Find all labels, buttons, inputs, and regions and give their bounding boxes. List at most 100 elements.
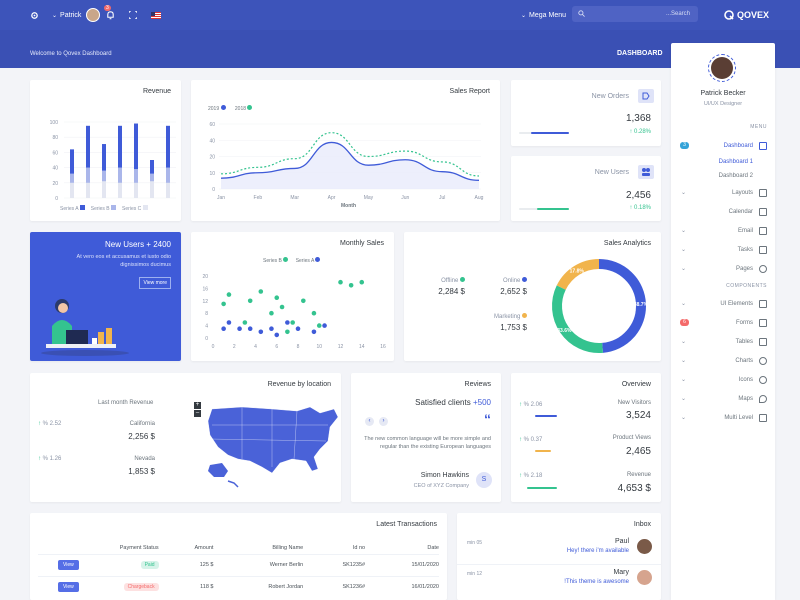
user-circle-icon (759, 265, 767, 273)
list-item[interactable]: min 05 Paul Hey! there i'm available (457, 535, 661, 565)
bar (118, 182, 122, 198)
sidebar-item-tables[interactable]: ⌄ Tables (671, 336, 775, 350)
promo-title: New Users + 2400 (104, 240, 171, 249)
notification-button[interactable]: 3 (104, 0, 115, 30)
bar (102, 170, 106, 182)
tasks-icon (759, 246, 767, 254)
scatter-point (237, 326, 242, 331)
bell-icon (107, 11, 114, 20)
stat-title: New Users (594, 169, 629, 176)
x-tick-label: May (364, 195, 374, 201)
scatter-point (348, 283, 354, 288)
y-tick-label: 100 (50, 120, 59, 126)
person-laptop-illustration (41, 299, 129, 356)
scatter-point (316, 323, 322, 328)
name-cell: Werner Berlin (269, 562, 304, 568)
mega-menu-label: Mega Menu (529, 11, 566, 19)
scatter-point (311, 310, 317, 316)
welcome-text: Welcome to Qovex Dashboard (30, 51, 112, 57)
view-more-button[interactable]: View more (139, 277, 171, 289)
card-title: Overview (621, 381, 651, 388)
sidebar-item-dashboard-2[interactable]: Dashboard 2 (718, 173, 753, 179)
y-tick-label: 20 (52, 181, 58, 187)
sidebar-item-icons[interactable]: ⌄ Icons (671, 374, 775, 388)
scatter-point (274, 332, 280, 338)
california-change: ↑ % 2.52 (38, 421, 62, 427)
offline-stat: Offline 2,284 $ (438, 277, 465, 296)
share-icon (759, 414, 767, 422)
nevada-change: ↑ % 1.26 (38, 456, 62, 462)
progress-fill (537, 208, 569, 210)
map-zoom-in-button[interactable]: + (194, 402, 201, 409)
review-author: Simon Hawkins (420, 472, 469, 479)
sidebar-item-calendar[interactable]: Calendar (671, 206, 775, 220)
y-tick-label: 8 (205, 311, 208, 317)
x-tick-label: 2 (233, 344, 236, 350)
table-header: Payment Status Amount Billing Name Id no… (38, 542, 439, 554)
avatar (708, 54, 736, 82)
y-tick-label: 12 (202, 299, 208, 305)
sidebar-item-multi-level[interactable]: ⌄ Multi Level (671, 412, 775, 426)
review-text: The new common language will be more sim… (364, 436, 491, 450)
bar (70, 149, 74, 174)
sidebar-item-maps[interactable]: ⌄ Maps (671, 393, 775, 407)
top-bar: ⌄ Patrick 3 ⌄ Mega Menu ...Search QOVEX (0, 0, 800, 30)
sidebar: Patrick Becker UI/UX Designer MENU 3 Das… (671, 43, 775, 600)
legend-series-a: Series A (60, 205, 85, 212)
revenue-card: Revenue 100 80 60 40 20 0 Series A Series B S… (30, 80, 181, 221)
brand-logo[interactable]: QOVEX (724, 0, 769, 30)
chevron-down-icon: ⌄ (681, 301, 687, 307)
transactions-card: Latest Transactions Payment Status Amoun… (30, 513, 447, 600)
profile-name[interactable]: Patrick Becker (700, 90, 746, 97)
settings-icon[interactable] (30, 0, 39, 30)
bar (166, 182, 170, 198)
bar (86, 125, 90, 168)
prev-button[interactable]: ‹ (365, 417, 374, 426)
sidebar-item-dashboard-1[interactable]: Dashboard 1 (718, 159, 753, 165)
new-orders-card: New Orders 1,368 ↑ 0.28% (511, 80, 661, 146)
sidebar-item-layouts[interactable]: ⌄ Layouts (671, 187, 775, 201)
sidebar-item-email[interactable]: ⌄ Email (671, 225, 775, 239)
scatter-point (322, 323, 327, 328)
sidebar-item-dashboard[interactable]: 3 Dashboard (671, 140, 775, 154)
user-name: Patrick (60, 11, 82, 19)
chevron-down-icon: ⌄ (521, 12, 527, 19)
flag-icon[interactable] (151, 0, 161, 30)
menu-section-label: MENU (750, 124, 767, 130)
search-input[interactable]: ...Search (572, 6, 698, 22)
donut-slice (552, 285, 603, 353)
table-icon (759, 338, 767, 346)
chevron-down-icon: ⌄ (681, 377, 687, 383)
scatter-point (295, 326, 301, 331)
table-row: View Paid 125 $ Werner Berlin SK1235# 15… (38, 554, 439, 576)
monthly-sales-card: Monthly Sales Series B Series A 20 16 12 8 4… (191, 232, 394, 361)
y-tick-label: 0 (55, 196, 58, 202)
sidebar-item-forms[interactable]: 6 Forms (671, 317, 775, 331)
bar (70, 182, 74, 198)
bar (86, 167, 90, 183)
chevron-down-icon: ⌄ (681, 358, 687, 364)
y-tick-label: 4 (205, 324, 208, 330)
sidebar-item-ui-elements[interactable]: ⌄ UI Elements (671, 298, 775, 312)
chevron-down-icon: ⌄ (52, 12, 58, 19)
page-header: Welcome to Qovex Dashboard DASHBOARD (0, 30, 800, 68)
next-button[interactable]: › (379, 417, 388, 426)
stat-value: 1,368 (625, 113, 651, 124)
user-menu[interactable]: ⌄ Patrick (52, 0, 101, 30)
date-cell: 15/01/2020 (411, 562, 439, 568)
review-author-role: CEO of XYZ Company (413, 483, 469, 489)
view-button[interactable]: View (58, 582, 79, 593)
legend-series-a: Series A (295, 258, 315, 264)
sidebar-item-pages[interactable]: ⌄ Pages (671, 263, 775, 277)
sidebar-item-charts[interactable]: ⌄ Charts (671, 355, 775, 369)
sidebar-item-tasks[interactable]: ⌄ Tasks (671, 244, 775, 258)
x-tick-label: Jun (401, 195, 409, 201)
mega-menu-button[interactable]: ⌄ Mega Menu (521, 0, 566, 30)
scatter-point (359, 279, 365, 285)
slice-label: 17.8% (570, 268, 585, 274)
fullscreen-icon[interactable] (129, 0, 137, 30)
bar (150, 173, 154, 182)
list-item[interactable]: min 12 Mary !This theme is awesome (457, 566, 661, 596)
view-button[interactable]: View (58, 560, 79, 570)
map-zoom-out-button[interactable]: – (194, 410, 201, 417)
